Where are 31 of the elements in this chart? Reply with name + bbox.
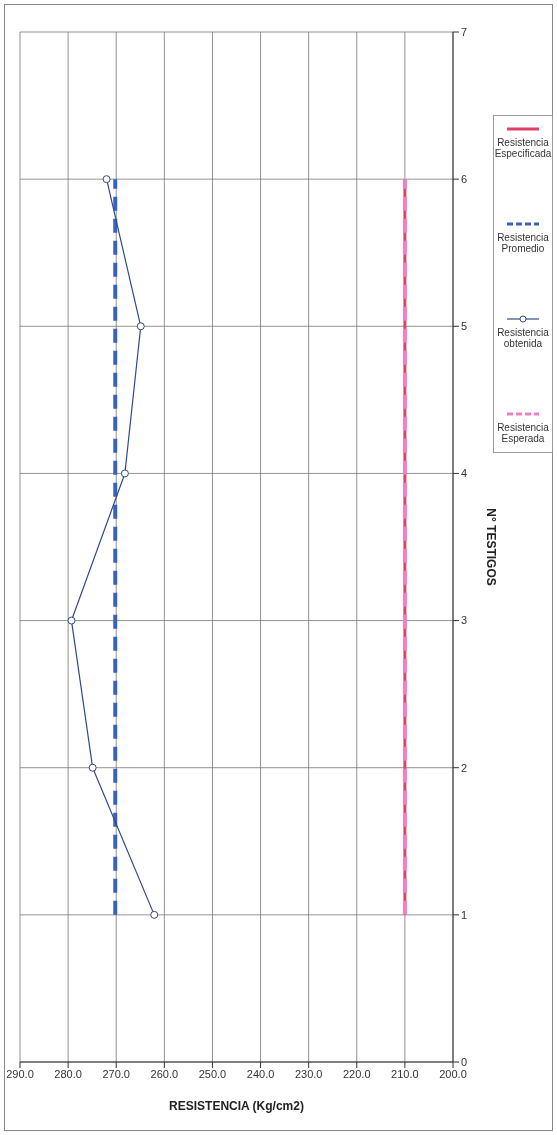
x-tick-label: 250.0 bbox=[198, 1067, 227, 1080]
point bbox=[120, 469, 129, 478]
y-axis-title: N° TESTIGOS bbox=[483, 508, 498, 586]
y-tick-label: 4 bbox=[461, 467, 468, 480]
x-tick-label: 230.0 bbox=[294, 1067, 323, 1080]
line-series bbox=[113, 177, 118, 917]
y-tick-label: 0 bbox=[461, 1055, 468, 1068]
x-tick-label: 200.0 bbox=[439, 1067, 467, 1080]
x-tick-label: 280.0 bbox=[54, 1067, 82, 1080]
point bbox=[102, 175, 111, 184]
y-tick-label: 7 bbox=[461, 25, 468, 38]
point bbox=[136, 322, 145, 331]
y-tick-label: 2 bbox=[461, 761, 468, 774]
x-tick-label: 240.0 bbox=[246, 1067, 275, 1080]
point bbox=[88, 763, 97, 772]
point bbox=[67, 616, 76, 625]
legend-label: Resistencia Esperada bbox=[496, 422, 550, 444]
x-tick-label: 290.0 bbox=[6, 1067, 34, 1080]
y-tick-label: 3 bbox=[461, 614, 468, 627]
legend-label: Resistencia Especificada bbox=[494, 137, 552, 159]
y-tick-label: 5 bbox=[461, 320, 468, 333]
y-tick-label: 6 bbox=[461, 173, 468, 186]
legend-label: Resistencia obtenida bbox=[496, 327, 550, 349]
legend-label: Resistencia Promedio bbox=[496, 232, 550, 254]
x-tick-label: 210.0 bbox=[391, 1067, 419, 1080]
y-tick-label: 1 bbox=[461, 908, 468, 921]
x-tick-label: 270.0 bbox=[102, 1067, 130, 1080]
x-tick-label: 260.0 bbox=[150, 1067, 179, 1080]
x-axis-title: RESISTENCIA (Kg/cm2) bbox=[169, 1099, 304, 1113]
point bbox=[150, 910, 159, 919]
x-tick-label: 220.0 bbox=[343, 1067, 371, 1080]
